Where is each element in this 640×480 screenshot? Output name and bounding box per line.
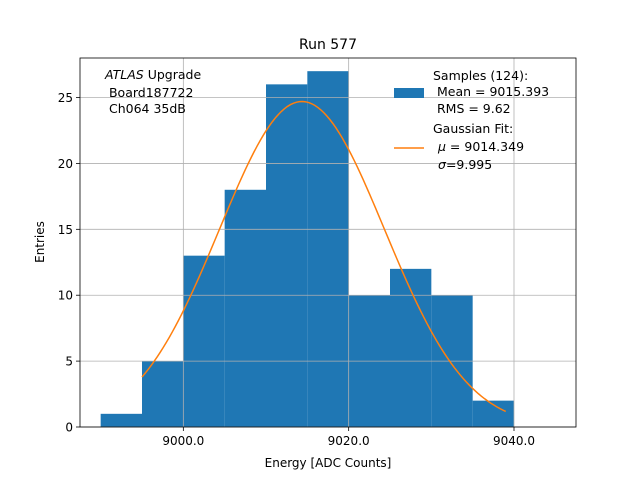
axes-frame <box>79 57 577 428</box>
x-axis-ticks: 9000.0 9020.0 9040.0 <box>162 427 535 448</box>
legend-fit-sigma: σ=9.995 <box>438 157 492 172</box>
annotation-line-3: Ch064 35dB <box>105 101 186 116</box>
y-tick-label: 20 <box>58 157 73 171</box>
chart-title: Run 577 <box>299 37 357 53</box>
histogram-bar <box>266 84 308 427</box>
y-axis-label: Entries <box>33 221 47 263</box>
legend-samples-rms: RMS = 9.62 <box>433 101 511 116</box>
x-tick-label: 9040.0 <box>493 434 535 448</box>
legend-samples-patch <box>394 88 424 98</box>
gaussian-fit-curve <box>141 100 507 413</box>
x-tick-label: 9020.0 <box>328 434 370 448</box>
y-tick-label: 0 <box>65 421 73 435</box>
plot-frame <box>79 57 577 428</box>
x-tick-label: 9000.0 <box>162 434 204 448</box>
histogram-bar <box>183 255 225 427</box>
legend-mu-value: = 9014.349 <box>446 139 524 154</box>
annotation-line-1: ATLAS Upgrade <box>104 67 201 82</box>
atlas-annotation: ATLAS Upgrade Board187722 Ch064 35dB <box>104 67 201 116</box>
annotation-atlas: ATLAS <box>104 67 144 82</box>
legend-mu-symbol: μ <box>437 139 446 154</box>
y-tick-label: 5 <box>65 355 73 369</box>
y-tick-label: 25 <box>58 91 73 105</box>
y-tick-label: 10 <box>58 289 73 303</box>
legend-samples-title: Samples (124): <box>433 68 528 83</box>
legend-fit-title: Gaussian Fit: <box>433 121 513 136</box>
annotation-upgrade: Upgrade <box>144 67 202 82</box>
legend-samples-mean: Mean = 9015.393 <box>433 84 549 99</box>
annotation-line-2: Board187722 <box>105 85 193 100</box>
y-axis-ticks: 0 5 10 15 20 25 <box>58 91 80 435</box>
legend-sigma-value: =9.995 <box>446 157 492 172</box>
x-axis-label: Energy [ADC Counts] <box>265 456 392 470</box>
y-tick-label: 15 <box>58 223 73 237</box>
legend-fit-mu: μ = 9014.349 <box>437 139 524 154</box>
histogram-bar <box>142 361 184 427</box>
histogram-bar <box>224 189 266 427</box>
histogram-bar <box>307 71 349 427</box>
histogram-bar <box>100 413 142 427</box>
legend-sigma-symbol: σ <box>438 157 447 172</box>
legend: Samples (124): Mean = 9015.393 RMS = 9.6… <box>394 68 549 172</box>
histogram-bar <box>390 268 432 427</box>
